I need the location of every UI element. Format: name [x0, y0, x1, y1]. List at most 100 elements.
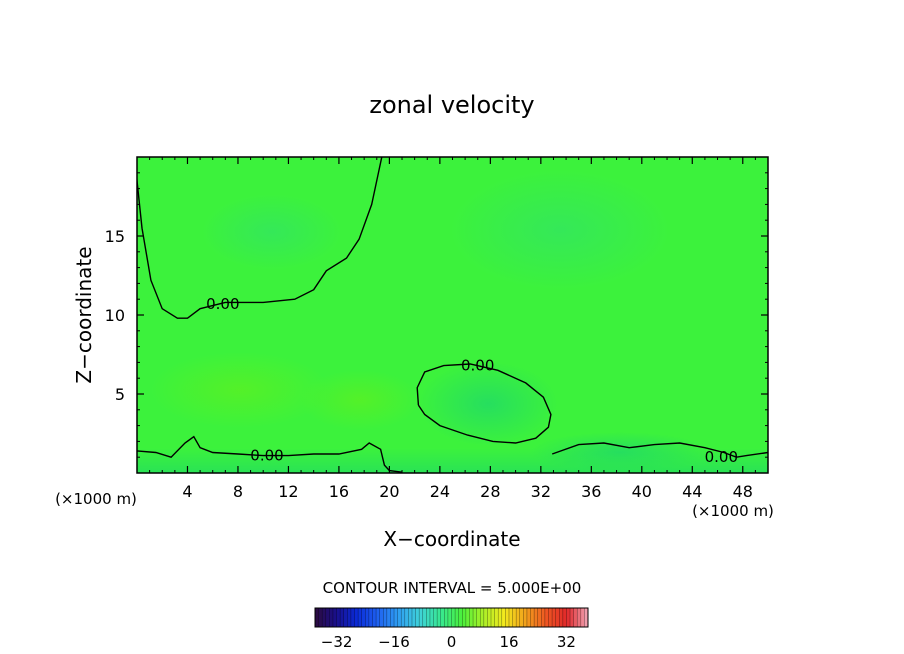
colorbar-swatch [516, 608, 521, 627]
colorbar-swatch [379, 608, 384, 627]
colorbar-swatch [347, 608, 352, 627]
colorbar-swatch [440, 608, 445, 627]
colorbar-swatch [552, 608, 557, 627]
colorbar-swatch [411, 608, 416, 627]
colorbar-swatch [343, 608, 348, 627]
x-unit-right: (×1000 m) [692, 502, 774, 520]
colorbar-swatch [487, 608, 492, 627]
x-tick-label: 36 [581, 482, 601, 501]
colorbar-swatch [523, 608, 528, 627]
colorbar-swatch [541, 608, 546, 627]
colorbar-swatch [480, 608, 485, 627]
colorbar-swatch [422, 608, 427, 627]
x-tick-label: 40 [632, 482, 652, 501]
x-tick-label: 20 [379, 482, 399, 501]
colorbar-swatch [419, 608, 424, 627]
contour-label-1: 0.00 [206, 295, 239, 313]
colorbar-swatch [368, 608, 373, 627]
colorbar-tick-label: 0 [447, 633, 457, 651]
field-shade-blob [418, 362, 558, 446]
colorbar-swatch [415, 608, 420, 627]
contour-line-upper-left [137, 157, 383, 319]
x-tick-label: 32 [531, 482, 551, 501]
colorbar-swatch [332, 608, 337, 627]
contour-label-2: 0.00 [461, 357, 494, 375]
colorbar-swatch [537, 608, 542, 627]
contour-line-lower-band [137, 435, 403, 473]
zero-contours [137, 157, 768, 473]
colorbar-swatch [491, 608, 495, 627]
colorbar [314, 607, 589, 628]
colorbar-swatch [397, 608, 402, 627]
colorbar-swatch [394, 608, 399, 627]
x-unit-left: (×1000 m) [55, 490, 137, 508]
x-tick-label: 48 [733, 482, 753, 501]
colorbar-swatch [498, 608, 503, 627]
colorbar-swatch [444, 608, 449, 627]
field-shade-upper [202, 194, 342, 270]
colorbar-swatch [340, 608, 345, 627]
colorbar-swatch [437, 608, 442, 627]
y-axis-label: Z−coordinate [72, 246, 96, 383]
colorbar-tick-label: 16 [499, 633, 518, 651]
colorbar-swatch [358, 608, 363, 627]
colorbar-swatch [476, 608, 481, 627]
contour-labels: 0.00 0.00 0.00 0.00 [206, 295, 738, 466]
x-tick-label: 24 [430, 482, 450, 501]
colorbar-swatch [534, 608, 539, 627]
colorbar-swatch [566, 608, 571, 627]
field-shade-bottom [137, 448, 768, 473]
colorbar-swatch [325, 608, 330, 627]
colorbar-swatch [505, 608, 510, 627]
colorbar-swatch [386, 608, 391, 627]
colorbar-swatch [473, 608, 478, 627]
colorbar-swatch [426, 608, 431, 627]
field-shade-warm-mid [300, 370, 420, 430]
colorbar-swatch [322, 608, 327, 627]
x-tick-label: 4 [182, 482, 192, 501]
colorbar-swatch [465, 608, 470, 627]
contour-line-lower-right-band [551, 442, 768, 458]
colorbar-swatch [501, 608, 506, 627]
colorbar-swatch [429, 608, 434, 627]
colorbar-swatch [361, 608, 366, 627]
colorbar-swatch [365, 608, 370, 627]
x-axis-label: X−coordinate [383, 527, 520, 551]
x-axis-ticks: 4 8 12 16 20 24 28 32 36 40 44 48 [149, 157, 756, 501]
colorbar-swatch [483, 608, 488, 627]
colorbar-frame [314, 607, 589, 628]
colorbar-tick-labels: −32 −16 0 16 32 [321, 633, 576, 651]
colorbar-swatch [584, 608, 589, 627]
y-axis-ticks: 5 10 15 [105, 172, 768, 458]
field-shade-warm-left [150, 352, 330, 428]
x-tick-label: 16 [329, 482, 349, 501]
field-shade-right [450, 170, 670, 290]
colorbar-swatch [458, 608, 463, 627]
colorbar-swatch [433, 608, 438, 627]
colorbar-swatch [526, 608, 531, 627]
contour-label-3: 0.00 [250, 447, 283, 465]
x-tick-label: 12 [278, 482, 298, 501]
colorbar-swatch [447, 608, 452, 627]
colorbar-swatch [390, 608, 395, 627]
colorbar-swatch [372, 608, 377, 627]
colorbar-swatch [469, 608, 474, 627]
colorbar-swatch [462, 608, 467, 627]
colorbar-swatch [530, 608, 535, 627]
y-tick-label: 5 [115, 385, 125, 404]
colorbar-swatch [329, 608, 334, 627]
y-tick-label: 15 [105, 227, 125, 246]
colorbar-swatch [350, 608, 355, 627]
colorbar-swatch [401, 608, 406, 627]
contour-line-center-blob [416, 363, 552, 444]
colorbar-swatch [519, 608, 524, 627]
colorbar-swatch [573, 608, 578, 627]
colorbar-tick-label: −32 [321, 633, 353, 651]
colorbar-swatch [544, 608, 549, 627]
colorbar-swatch [548, 608, 553, 627]
plot-area: 0.00 0.00 0.00 0.00 [137, 157, 768, 473]
colorbar-swatch [562, 608, 567, 627]
colorbar-tick-label: −16 [378, 633, 410, 651]
colorbar-swatch [318, 608, 323, 627]
